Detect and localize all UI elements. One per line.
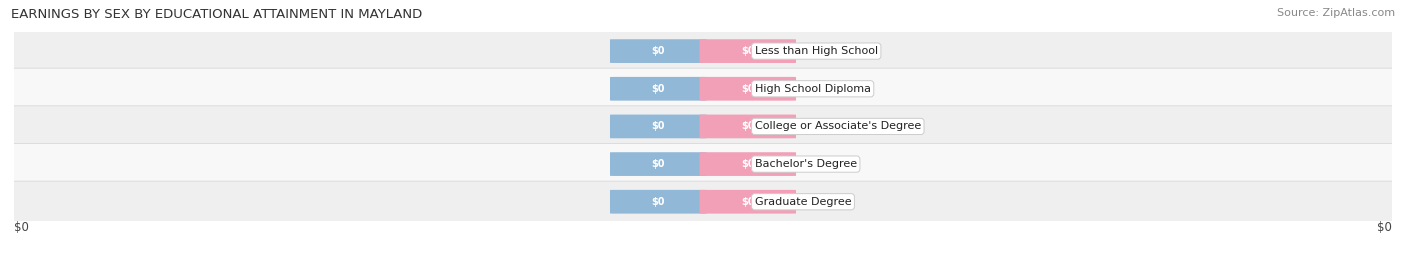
Text: Bachelor's Degree: Bachelor's Degree (755, 159, 856, 169)
FancyBboxPatch shape (610, 77, 706, 101)
Text: Graduate Degree: Graduate Degree (755, 197, 851, 207)
FancyBboxPatch shape (4, 106, 1402, 147)
FancyBboxPatch shape (4, 143, 1402, 185)
Text: $0: $0 (741, 84, 755, 94)
Text: College or Associate's Degree: College or Associate's Degree (755, 121, 921, 132)
FancyBboxPatch shape (700, 77, 796, 101)
Text: $0: $0 (651, 84, 665, 94)
FancyBboxPatch shape (610, 190, 706, 214)
FancyBboxPatch shape (4, 68, 1402, 109)
Text: $0: $0 (741, 159, 755, 169)
FancyBboxPatch shape (610, 152, 706, 176)
Text: $0: $0 (651, 46, 665, 56)
Text: $0: $0 (651, 121, 665, 132)
FancyBboxPatch shape (610, 39, 706, 63)
Text: $0: $0 (1376, 221, 1392, 233)
Text: $0: $0 (741, 46, 755, 56)
Text: $0: $0 (741, 197, 755, 207)
Text: $0: $0 (651, 159, 665, 169)
Text: $0: $0 (741, 121, 755, 132)
Text: Source: ZipAtlas.com: Source: ZipAtlas.com (1277, 8, 1395, 18)
FancyBboxPatch shape (700, 190, 796, 214)
FancyBboxPatch shape (700, 152, 796, 176)
Text: Less than High School: Less than High School (755, 46, 877, 56)
Text: EARNINGS BY SEX BY EDUCATIONAL ATTAINMENT IN MAYLAND: EARNINGS BY SEX BY EDUCATIONAL ATTAINMEN… (11, 8, 422, 21)
Text: $0: $0 (651, 197, 665, 207)
FancyBboxPatch shape (700, 39, 796, 63)
FancyBboxPatch shape (4, 181, 1402, 222)
Text: High School Diploma: High School Diploma (755, 84, 870, 94)
FancyBboxPatch shape (700, 115, 796, 138)
Text: $0: $0 (14, 221, 30, 233)
FancyBboxPatch shape (610, 115, 706, 138)
FancyBboxPatch shape (4, 30, 1402, 72)
